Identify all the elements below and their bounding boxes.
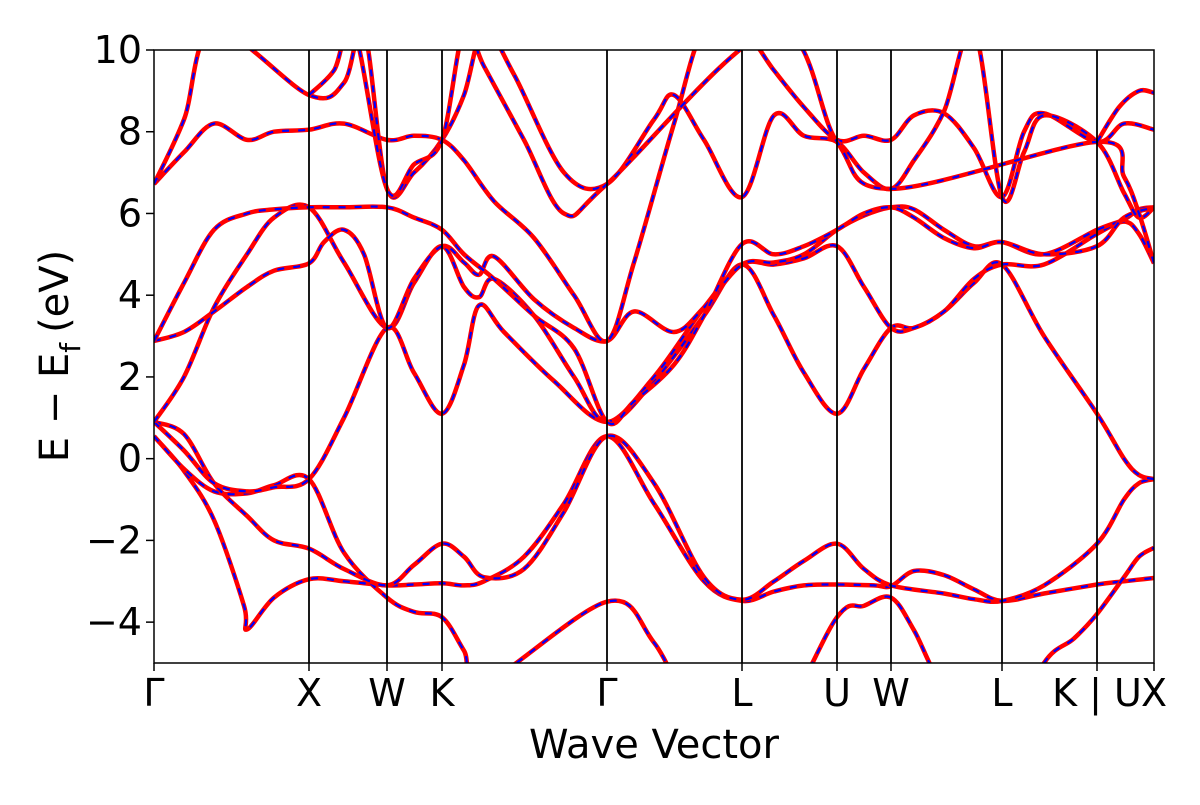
y-axis-title-sub: f <box>54 342 87 353</box>
plot-frame <box>153 49 1155 664</box>
band-line-blue-2 <box>154 420 1154 603</box>
x-axis-title: Wave Vector <box>529 722 780 768</box>
band-line-blue-10 <box>1096 89 1154 143</box>
x-tick-label: Γ <box>596 671 617 715</box>
kpoint-lines <box>308 50 1098 663</box>
band-line-blue-4 <box>154 203 1154 424</box>
y-tick-label: −4 <box>86 600 142 644</box>
y-axis-title: E − Ef (eV) <box>32 250 87 463</box>
x-tick-label: L <box>991 671 1012 715</box>
x-tick-label: W <box>368 671 406 715</box>
band-line-red-6 <box>154 204 1154 427</box>
y-tick-label: −2 <box>86 518 142 562</box>
band-line-blue-5 <box>154 205 1154 343</box>
x-tick-label: X <box>296 671 322 715</box>
band-line-blue-8 <box>154 50 1154 219</box>
band-line-red-7 <box>154 50 1154 344</box>
y-axis-title-unit: (eV) <box>32 250 78 333</box>
band-line-red-2 <box>154 419 1154 605</box>
band-line-blue-6 <box>154 205 1154 426</box>
y-tick-label: 0 <box>118 437 142 481</box>
x-tick-label: X <box>1141 671 1167 715</box>
y-axis-ticks: −4 −2 0 2 4 6 8 10 <box>86 28 154 644</box>
y-axis-title-main: E − E <box>32 353 78 463</box>
y-tick-label: 4 <box>118 273 142 317</box>
y-tick-label: 2 <box>118 355 142 399</box>
x-tick-label: L <box>731 671 752 715</box>
y-tick-label: 10 <box>94 28 142 72</box>
x-tick-label: Γ <box>143 671 164 715</box>
x-tick-label: K <box>430 671 456 715</box>
bands-layer <box>154 50 1154 663</box>
band-line-red-9 <box>307 50 1154 264</box>
y-tick-label: 8 <box>118 110 142 154</box>
band-line-red-10 <box>1095 87 1154 144</box>
x-tick-label: W <box>872 671 910 715</box>
band-line-red-4 <box>154 202 1154 425</box>
y-tick-label: 6 <box>118 191 142 235</box>
band-line-blue-7 <box>154 50 1154 343</box>
x-tick-label: K | U <box>1052 671 1142 716</box>
x-tick-label: U <box>823 671 851 715</box>
band-line-blue-0 <box>154 435 1154 631</box>
